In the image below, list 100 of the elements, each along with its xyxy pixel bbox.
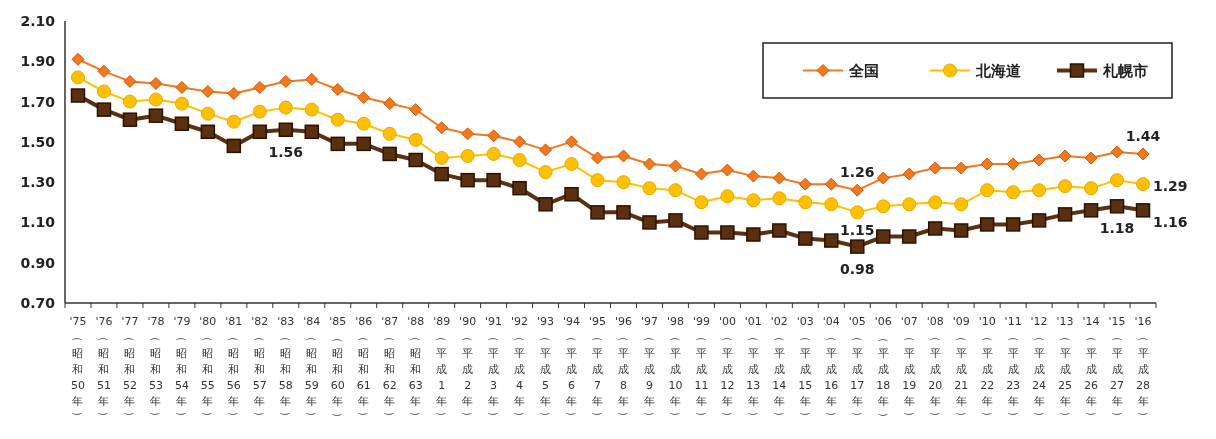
x-tick-label: '78（昭和53年）	[147, 314, 165, 423]
point	[96, 102, 112, 117]
point	[512, 152, 527, 167]
point	[850, 205, 865, 220]
x-tick-label: '93（平成5年）	[537, 314, 555, 423]
point	[876, 199, 891, 214]
point	[590, 205, 605, 220]
point	[668, 213, 683, 228]
point	[1005, 217, 1021, 232]
point	[70, 88, 86, 103]
point	[746, 193, 761, 208]
point	[70, 70, 85, 85]
point	[928, 161, 942, 175]
x-tick-label: '01（平成13年）	[744, 314, 762, 423]
data-label: 1.15	[840, 222, 875, 239]
legend-label: 全国	[848, 61, 879, 80]
point	[1032, 153, 1046, 167]
point	[1083, 203, 1099, 218]
point	[668, 159, 682, 173]
point	[200, 124, 216, 140]
data-label: 1.16	[1153, 214, 1188, 231]
point	[1058, 179, 1073, 194]
y-tick-label: 1.90	[20, 53, 56, 70]
point	[954, 197, 969, 212]
x-tick-label: '09（平成21年）	[952, 314, 970, 423]
point	[226, 138, 242, 154]
point	[772, 171, 786, 185]
point	[383, 97, 397, 111]
y-tick-label: 1.50	[20, 133, 56, 150]
point	[979, 217, 995, 232]
point	[253, 80, 267, 94]
point	[1110, 145, 1124, 159]
point	[174, 96, 189, 111]
x-tick-label: '83（昭和58年）	[277, 314, 295, 423]
point	[850, 239, 865, 254]
x-tick-label: '95（平成7年）	[589, 314, 607, 423]
point	[798, 177, 812, 191]
point	[513, 135, 527, 149]
x-tick-label: '75（昭和50年）	[69, 314, 87, 423]
point	[149, 76, 163, 90]
x-tick-label: '85（昭和60年）	[329, 314, 347, 423]
point	[279, 74, 293, 88]
x-tick-label: '15（平成27年）	[1108, 314, 1126, 423]
x-tick-label: '90（平成2年）	[459, 314, 477, 423]
point	[850, 183, 864, 197]
point	[122, 112, 138, 127]
point	[824, 177, 838, 191]
x-tick-label: '81（昭和56年）	[225, 314, 243, 423]
point	[565, 135, 579, 149]
point	[409, 103, 423, 117]
x-tick-label: '84（昭和59年）	[303, 314, 321, 423]
point	[408, 152, 423, 168]
point	[122, 94, 137, 109]
point	[123, 74, 137, 88]
point	[331, 82, 345, 96]
data-label: 1.18	[1099, 220, 1135, 237]
point	[226, 114, 241, 129]
data-label: 1.29	[1153, 178, 1188, 195]
point	[564, 186, 579, 202]
point	[798, 231, 813, 246]
point	[642, 181, 657, 196]
x-tick-label: '87（昭和62年）	[381, 314, 399, 423]
data-label: 1.56	[268, 143, 304, 160]
data-label: 0.98	[840, 260, 875, 277]
point	[772, 191, 787, 206]
point	[901, 229, 917, 244]
point	[1110, 173, 1125, 188]
point	[356, 116, 371, 131]
point	[486, 146, 501, 161]
point	[720, 163, 734, 177]
point	[538, 165, 553, 180]
point	[668, 183, 683, 198]
point	[252, 124, 268, 140]
point	[1084, 151, 1098, 165]
point	[1006, 185, 1021, 200]
point	[304, 102, 319, 117]
x-tick-label: '91（平成3年）	[485, 314, 503, 423]
point	[434, 150, 449, 165]
x-tick-label: '07（平成19年）	[900, 314, 918, 423]
y-tick-label: 0.90	[20, 254, 56, 271]
point	[304, 124, 320, 140]
point	[434, 166, 449, 182]
x-tick-label: '89（平成1年）	[433, 314, 451, 423]
x-tick-label: '13（平成25年）	[1056, 314, 1074, 423]
point	[694, 167, 708, 181]
point	[356, 136, 371, 152]
point	[200, 106, 215, 121]
legend-label: 札幌市	[1102, 61, 1148, 80]
x-tick-label: '10（平成22年）	[978, 314, 996, 423]
x-tick-label: '94（平成6年）	[563, 314, 581, 423]
point	[928, 195, 943, 210]
point	[876, 229, 891, 244]
point	[824, 233, 839, 248]
x-tick-label: '88（昭和63年）	[407, 314, 425, 423]
point	[461, 127, 475, 141]
point	[1032, 183, 1047, 198]
y-tick-label: 0.70	[20, 295, 56, 311]
point	[564, 157, 579, 172]
point	[746, 227, 761, 242]
x-tick-label: '79（昭和54年）	[173, 314, 191, 423]
